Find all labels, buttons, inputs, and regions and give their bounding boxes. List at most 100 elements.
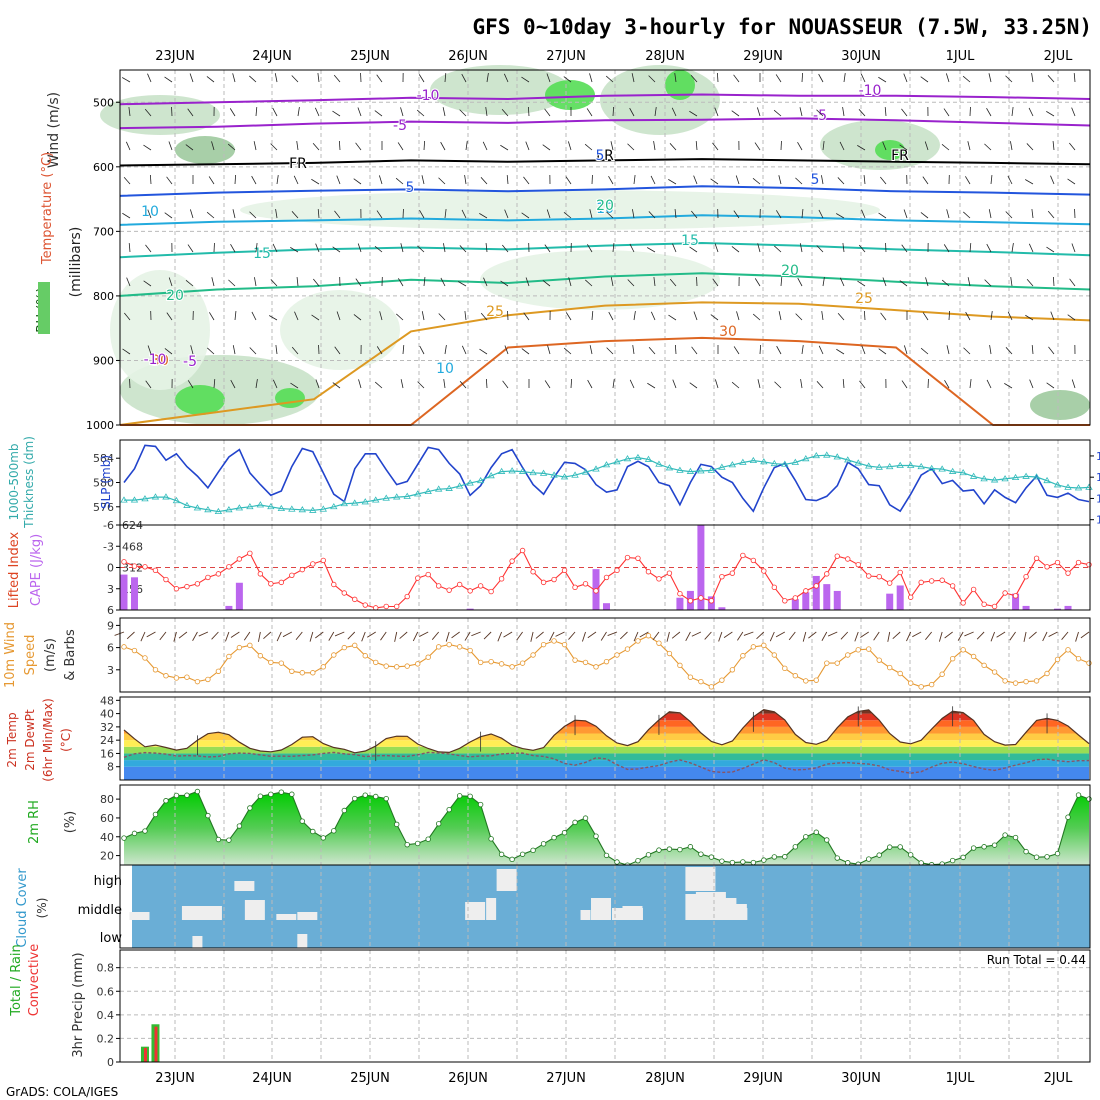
slp-tick-label: 1012 [1096,514,1100,527]
rh-marker [425,836,431,842]
wind10m-barb [535,631,544,639]
wind-barb [187,108,194,117]
wind-barb [1004,383,1013,389]
wind10m-barb [860,631,869,638]
cape-tick-label: 468 [122,540,143,553]
isotherm-label: 20 [166,288,184,304]
thickness-tick-label: 580 [93,477,114,490]
wind10m-marker [582,659,589,666]
li-marker [404,593,410,600]
wind10m-barb [652,631,660,641]
cape-bar [823,584,831,610]
wind10m-barb [419,631,429,637]
wind-barb [821,311,824,321]
wind-barb [358,379,362,389]
wind-barb [563,76,572,83]
thickness-marker [990,476,999,483]
wind-barb [315,243,320,253]
wind-barb [693,175,698,185]
wind-barb [125,141,131,151]
thickness-tick-label: 584 [93,452,114,465]
isotherm-label: 10 [141,204,159,220]
li-marker [1054,559,1061,566]
thickness-marker [539,469,548,476]
wind10m-barb [619,631,628,640]
wind10m-barb [957,631,964,641]
wind-barb [1011,107,1014,117]
wind-barb [861,345,866,355]
wind-barb [272,107,278,117]
wind-barb [272,243,278,253]
wind-barb [882,141,887,151]
wind10m-marker [1054,656,1061,663]
wind10m-marker [1012,680,1019,686]
wind-barb [419,210,425,219]
wind-barb [423,140,426,151]
top-day-label: 24JUN [252,49,292,64]
wind10m-marker [803,678,809,684]
wind-barb [254,277,257,287]
rh-marker [1075,792,1082,798]
wind-barb [187,244,194,253]
li-marker [530,569,536,575]
rh-marker [320,835,326,841]
wind-barb [672,243,677,253]
wind10m-marker [414,661,421,667]
wind-barb [629,379,635,389]
wind-barb [774,245,782,253]
thickness-marker [351,499,359,506]
wind10m-marker [394,664,400,670]
wind-barb [816,109,824,117]
thickness-marker [560,473,569,480]
wind-barb [714,243,719,253]
wind-barb [234,174,237,185]
wind-barb [647,382,656,389]
wind-barb [438,313,446,321]
wind-barb [920,347,929,355]
wind-barb [565,312,572,321]
li-marker [824,571,830,577]
li-marker [456,581,463,588]
wind-barb [419,345,425,355]
run-total-annotation: Run Total = 0.44 [987,953,1086,967]
wind-barb [459,245,467,253]
wind10m-barb [530,631,534,642]
wind-barb [315,379,320,389]
li-marker [467,588,473,594]
li-axis-label: Lifted Index [7,531,22,608]
cloud-bar [632,908,643,920]
wind-barb [733,210,740,219]
wind10m-marker [887,664,893,671]
wind-barb [443,379,446,389]
li-marker [698,595,704,601]
wind-barb [547,345,551,355]
wind10m-marker [477,659,484,666]
pressure-tick-label: 500 [93,96,114,109]
isotherm-label: 15 [681,233,699,249]
wind-barb [128,242,131,253]
wind-barb [275,345,278,355]
wind-barb [945,73,950,83]
wind10m-barb [497,631,503,642]
thickness-tick-label: 576 [93,501,114,514]
wind-barb [333,74,341,83]
rh-marker [278,789,285,795]
wind-barb [986,108,992,117]
wind-barb [776,345,782,355]
wind-barb [606,347,614,355]
cape-bar [833,590,841,610]
wind10m-barb [582,631,586,642]
temp-tick-label: 40 [100,708,114,721]
wind-barb [568,277,572,287]
wind-barb [839,277,845,287]
thickness-marker [476,476,485,484]
wind-barb [190,345,194,355]
credit-text: GrADS: COLA/IGES [6,1085,118,1099]
thickness-marker [602,461,611,468]
wind-barb [800,379,803,389]
wind10m-marker [467,647,473,654]
thickness-marker [130,496,139,503]
wind-barb [612,243,615,253]
li-tick-label: 0 [107,562,114,575]
wind-barb [689,246,698,253]
